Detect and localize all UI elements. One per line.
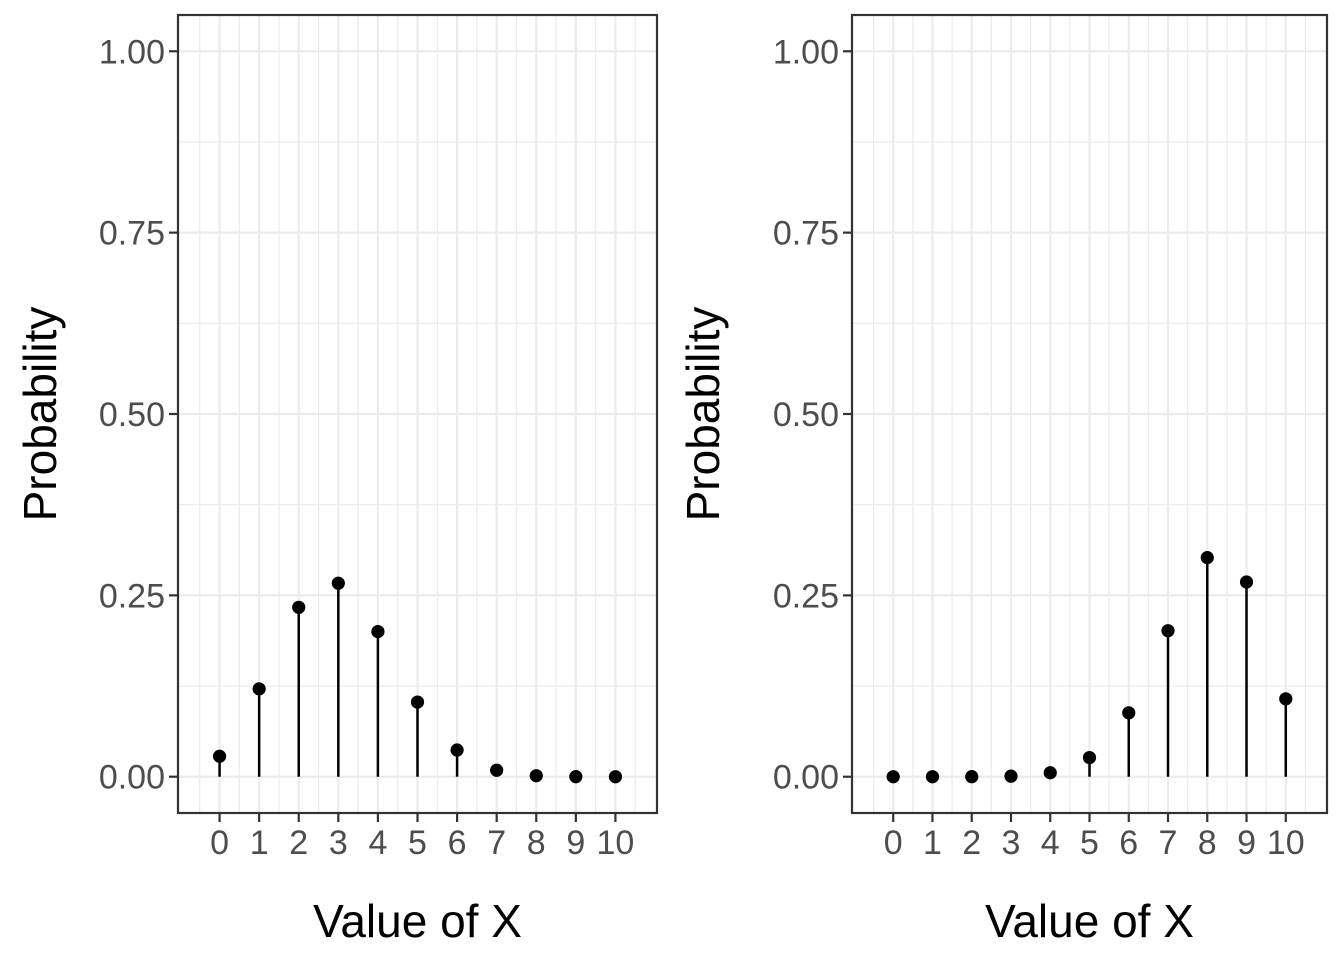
x-tick-label-7: 7 [1159, 824, 1178, 862]
x-tick-label-3: 3 [1002, 824, 1021, 862]
x-tick-label-3: 3 [329, 824, 348, 862]
x-tick-label-9: 9 [566, 824, 585, 862]
y-tick-label-0.75: 0.75 [773, 215, 839, 253]
x-tick-label-1: 1 [250, 824, 269, 862]
x-tick-label-6: 6 [448, 824, 467, 862]
plot-area-right: 0.00 0.25 0.50 0.75 1.00 0 1 2 3 4 5 6 7 8 9 10 [773, 13, 1329, 862]
data-point-x6 [450, 743, 464, 757]
x-tick-label-9: 9 [1237, 824, 1256, 862]
x-tick-label-6: 6 [1119, 824, 1138, 862]
x-tick-label-0: 0 [884, 824, 903, 862]
y-tick-label-0.00: 0.00 [773, 759, 839, 797]
pmf-chart-left: 0.00 0.25 0.50 0.75 1.00 0 1 2 3 4 5 6 7 8 9 10 Probabi… [14, 13, 659, 947]
y-tick-label-0.00: 0.00 [99, 759, 165, 797]
x-axis-title-left: Value of X [313, 895, 522, 947]
x-tick-label-0: 0 [210, 824, 229, 862]
x-tick-label-4: 4 [1041, 824, 1060, 862]
x-tick-label-8: 8 [1198, 824, 1217, 862]
data-point-x7 [490, 763, 504, 777]
data-point-x2 [292, 600, 306, 614]
pmf-chart-right: 0.00 0.25 0.50 0.75 1.00 0 1 2 3 4 5 6 7 8 9 10 Probabi… [677, 13, 1329, 947]
x-tick-label-2: 2 [962, 824, 981, 862]
data-point-x9 [1239, 575, 1254, 589]
x-axis-title-right: Value of X [985, 895, 1194, 947]
x-tick-label-5: 5 [1080, 824, 1099, 862]
data-point-x1 [925, 770, 940, 784]
y-tick-label-0.25: 0.25 [773, 577, 839, 615]
x-tick-label-5: 5 [408, 824, 427, 862]
data-point-x4 [1043, 766, 1057, 780]
data-point-x0 [212, 749, 227, 763]
y-tick-label-0.25: 0.25 [99, 577, 165, 615]
data-point-x10 [1279, 692, 1293, 706]
y-tick-label-0.75: 0.75 [99, 215, 165, 253]
x-tick-label-10: 10 [597, 824, 635, 862]
data-point-x6 [1122, 706, 1136, 720]
data-point-x0 [886, 770, 900, 784]
y-axis-title-left: Probability [14, 307, 66, 522]
data-point-x8 [529, 769, 543, 783]
data-point-x2 [965, 770, 979, 784]
data-point-x5 [410, 695, 425, 709]
data-point-x4 [371, 624, 385, 639]
x-tick-label-4: 4 [368, 824, 387, 862]
data-point-x5 [1082, 750, 1097, 765]
data-point-x3 [331, 576, 345, 590]
y-tick-label-1.00: 1.00 [773, 33, 839, 71]
x-tick-label-2: 2 [289, 824, 308, 862]
data-point-x7 [1161, 624, 1175, 638]
x-tick-label-10: 10 [1267, 824, 1305, 862]
x-tick-label-7: 7 [487, 824, 506, 862]
plot-area-left: 0.00 0.25 0.50 0.75 1.00 0 1 2 3 4 5 6 7 8 9 10 [99, 13, 659, 862]
data-point-x9 [569, 770, 583, 784]
data-point-x10 [608, 770, 623, 784]
data-point-x8 [1200, 551, 1214, 565]
y-tick-label-1.00: 1.00 [99, 33, 165, 71]
y-axis-title-right: Probability [677, 307, 729, 522]
y-tick-label-0.50: 0.50 [99, 396, 165, 434]
y-tick-label-0.50: 0.50 [773, 396, 839, 434]
x-tick-label-8: 8 [527, 824, 546, 862]
data-point-x3 [1004, 769, 1018, 783]
data-point-x1 [252, 682, 266, 696]
x-tick-label-1: 1 [923, 824, 942, 862]
